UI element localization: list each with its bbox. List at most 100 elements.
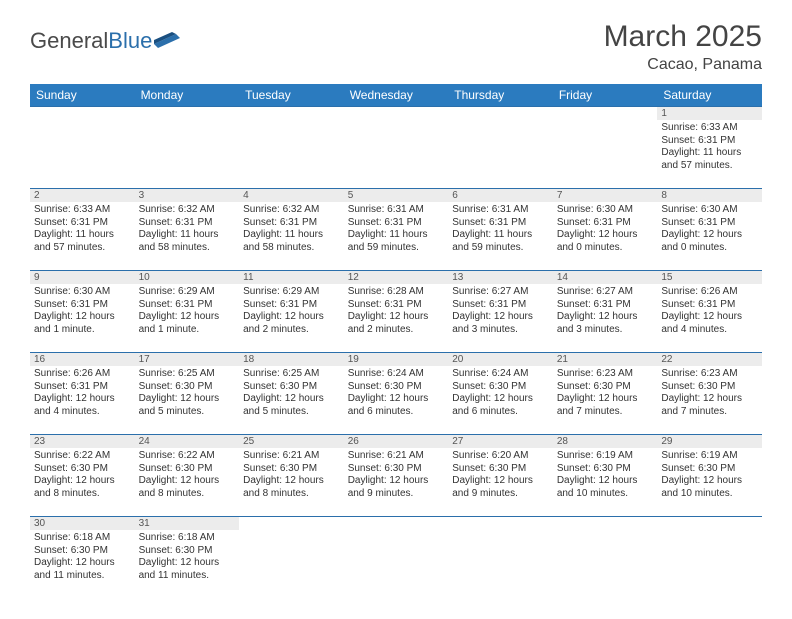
sunrise-text: Sunrise: 6:26 AM bbox=[661, 286, 758, 299]
calendar-cell: 24Sunrise: 6:22 AMSunset: 6:30 PMDayligh… bbox=[135, 435, 240, 517]
day-details: Sunrise: 6:29 AMSunset: 6:31 PMDaylight:… bbox=[239, 284, 344, 340]
sunrise-text: Sunrise: 6:31 AM bbox=[348, 204, 445, 217]
sunset-text: Sunset: 6:31 PM bbox=[557, 299, 654, 312]
sunrise-text: Sunrise: 6:33 AM bbox=[661, 122, 758, 135]
day-details: Sunrise: 6:33 AMSunset: 6:31 PMDaylight:… bbox=[657, 120, 762, 176]
calendar-cell: 22Sunrise: 6:23 AMSunset: 6:30 PMDayligh… bbox=[657, 353, 762, 435]
calendar-week-row: 30Sunrise: 6:18 AMSunset: 6:30 PMDayligh… bbox=[30, 517, 762, 599]
daylight-text: Daylight: 12 hours and 8 minutes. bbox=[34, 475, 131, 500]
day-number: 21 bbox=[553, 353, 658, 366]
page: GeneralBlue March 2025 Cacao, Panama Sun… bbox=[0, 0, 792, 619]
day-number: 14 bbox=[553, 271, 658, 284]
day-details: Sunrise: 6:26 AMSunset: 6:31 PMDaylight:… bbox=[30, 366, 135, 422]
daylight-text: Daylight: 12 hours and 1 minute. bbox=[34, 311, 131, 336]
title-block: March 2025 Cacao, Panama bbox=[604, 20, 762, 74]
day-number: 4 bbox=[239, 189, 344, 202]
day-number: 5 bbox=[344, 189, 449, 202]
calendar-cell: 13Sunrise: 6:27 AMSunset: 6:31 PMDayligh… bbox=[448, 271, 553, 353]
calendar-cell bbox=[553, 107, 658, 189]
sunrise-text: Sunrise: 6:24 AM bbox=[348, 368, 445, 381]
daylight-text: Daylight: 12 hours and 3 minutes. bbox=[452, 311, 549, 336]
calendar-cell: 2Sunrise: 6:33 AMSunset: 6:31 PMDaylight… bbox=[30, 189, 135, 271]
day-details: Sunrise: 6:31 AMSunset: 6:31 PMDaylight:… bbox=[344, 202, 449, 258]
calendar-cell: 10Sunrise: 6:29 AMSunset: 6:31 PMDayligh… bbox=[135, 271, 240, 353]
day-number: 1 bbox=[657, 107, 762, 120]
sunset-text: Sunset: 6:30 PM bbox=[348, 463, 445, 476]
day-number: 7 bbox=[553, 189, 658, 202]
weekday-header: Monday bbox=[135, 84, 240, 107]
sunrise-text: Sunrise: 6:18 AM bbox=[34, 532, 131, 545]
day-details: Sunrise: 6:30 AMSunset: 6:31 PMDaylight:… bbox=[30, 284, 135, 340]
daylight-text: Daylight: 12 hours and 5 minutes. bbox=[243, 393, 340, 418]
day-number: 3 bbox=[135, 189, 240, 202]
day-number: 22 bbox=[657, 353, 762, 366]
calendar-cell: 9Sunrise: 6:30 AMSunset: 6:31 PMDaylight… bbox=[30, 271, 135, 353]
calendar-cell bbox=[553, 517, 658, 599]
calendar-cell: 3Sunrise: 6:32 AMSunset: 6:31 PMDaylight… bbox=[135, 189, 240, 271]
day-number: 8 bbox=[657, 189, 762, 202]
sunset-text: Sunset: 6:31 PM bbox=[34, 381, 131, 394]
calendar-cell bbox=[239, 107, 344, 189]
sunrise-text: Sunrise: 6:22 AM bbox=[139, 450, 236, 463]
daylight-text: Daylight: 11 hours and 59 minutes. bbox=[348, 229, 445, 254]
day-details: Sunrise: 6:22 AMSunset: 6:30 PMDaylight:… bbox=[135, 448, 240, 504]
daylight-text: Daylight: 12 hours and 4 minutes. bbox=[661, 311, 758, 336]
day-details: Sunrise: 6:19 AMSunset: 6:30 PMDaylight:… bbox=[657, 448, 762, 504]
daylight-text: Daylight: 12 hours and 2 minutes. bbox=[348, 311, 445, 336]
calendar-week-row: 9Sunrise: 6:30 AMSunset: 6:31 PMDaylight… bbox=[30, 271, 762, 353]
logo-flag-icon bbox=[154, 28, 180, 54]
sunrise-text: Sunrise: 6:31 AM bbox=[452, 204, 549, 217]
sunrise-text: Sunrise: 6:33 AM bbox=[34, 204, 131, 217]
day-number: 6 bbox=[448, 189, 553, 202]
weekday-header: Wednesday bbox=[344, 84, 449, 107]
sunrise-text: Sunrise: 6:19 AM bbox=[661, 450, 758, 463]
calendar-cell: 19Sunrise: 6:24 AMSunset: 6:30 PMDayligh… bbox=[344, 353, 449, 435]
day-details: Sunrise: 6:18 AMSunset: 6:30 PMDaylight:… bbox=[30, 530, 135, 586]
sunrise-text: Sunrise: 6:26 AM bbox=[34, 368, 131, 381]
day-details: Sunrise: 6:31 AMSunset: 6:31 PMDaylight:… bbox=[448, 202, 553, 258]
day-details: Sunrise: 6:22 AMSunset: 6:30 PMDaylight:… bbox=[30, 448, 135, 504]
sunrise-text: Sunrise: 6:23 AM bbox=[661, 368, 758, 381]
daylight-text: Daylight: 12 hours and 7 minutes. bbox=[661, 393, 758, 418]
daylight-text: Daylight: 12 hours and 11 minutes. bbox=[139, 557, 236, 582]
day-details: Sunrise: 6:23 AMSunset: 6:30 PMDaylight:… bbox=[657, 366, 762, 422]
sunset-text: Sunset: 6:31 PM bbox=[452, 217, 549, 230]
day-details: Sunrise: 6:27 AMSunset: 6:31 PMDaylight:… bbox=[448, 284, 553, 340]
calendar-cell: 4Sunrise: 6:32 AMSunset: 6:31 PMDaylight… bbox=[239, 189, 344, 271]
weekday-header: Friday bbox=[553, 84, 658, 107]
calendar-table: Sunday Monday Tuesday Wednesday Thursday… bbox=[30, 84, 762, 599]
sunrise-text: Sunrise: 6:25 AM bbox=[243, 368, 340, 381]
calendar-cell: 31Sunrise: 6:18 AMSunset: 6:30 PMDayligh… bbox=[135, 517, 240, 599]
calendar-cell: 23Sunrise: 6:22 AMSunset: 6:30 PMDayligh… bbox=[30, 435, 135, 517]
day-details: Sunrise: 6:27 AMSunset: 6:31 PMDaylight:… bbox=[553, 284, 658, 340]
sunset-text: Sunset: 6:31 PM bbox=[348, 217, 445, 230]
day-details: Sunrise: 6:28 AMSunset: 6:31 PMDaylight:… bbox=[344, 284, 449, 340]
sunrise-text: Sunrise: 6:28 AM bbox=[348, 286, 445, 299]
daylight-text: Daylight: 12 hours and 8 minutes. bbox=[243, 475, 340, 500]
sunset-text: Sunset: 6:31 PM bbox=[139, 217, 236, 230]
day-details: Sunrise: 6:18 AMSunset: 6:30 PMDaylight:… bbox=[135, 530, 240, 586]
sunrise-text: Sunrise: 6:32 AM bbox=[243, 204, 340, 217]
calendar-week-row: 23Sunrise: 6:22 AMSunset: 6:30 PMDayligh… bbox=[30, 435, 762, 517]
calendar-cell: 6Sunrise: 6:31 AMSunset: 6:31 PMDaylight… bbox=[448, 189, 553, 271]
logo: GeneralBlue bbox=[30, 28, 180, 54]
calendar-cell bbox=[239, 517, 344, 599]
daylight-text: Daylight: 11 hours and 59 minutes. bbox=[452, 229, 549, 254]
daylight-text: Daylight: 12 hours and 1 minute. bbox=[139, 311, 236, 336]
calendar-cell bbox=[30, 107, 135, 189]
calendar-week-row: 1Sunrise: 6:33 AMSunset: 6:31 PMDaylight… bbox=[30, 107, 762, 189]
sunset-text: Sunset: 6:31 PM bbox=[34, 299, 131, 312]
weekday-header: Saturday bbox=[657, 84, 762, 107]
sunrise-text: Sunrise: 6:21 AM bbox=[243, 450, 340, 463]
sunset-text: Sunset: 6:31 PM bbox=[661, 135, 758, 148]
day-number: 28 bbox=[553, 435, 658, 448]
day-details: Sunrise: 6:29 AMSunset: 6:31 PMDaylight:… bbox=[135, 284, 240, 340]
day-number: 18 bbox=[239, 353, 344, 366]
sunset-text: Sunset: 6:30 PM bbox=[243, 463, 340, 476]
sunset-text: Sunset: 6:30 PM bbox=[452, 381, 549, 394]
daylight-text: Daylight: 11 hours and 57 minutes. bbox=[34, 229, 131, 254]
day-details: Sunrise: 6:20 AMSunset: 6:30 PMDaylight:… bbox=[448, 448, 553, 504]
daylight-text: Daylight: 12 hours and 10 minutes. bbox=[557, 475, 654, 500]
sunrise-text: Sunrise: 6:30 AM bbox=[557, 204, 654, 217]
calendar-cell bbox=[448, 107, 553, 189]
